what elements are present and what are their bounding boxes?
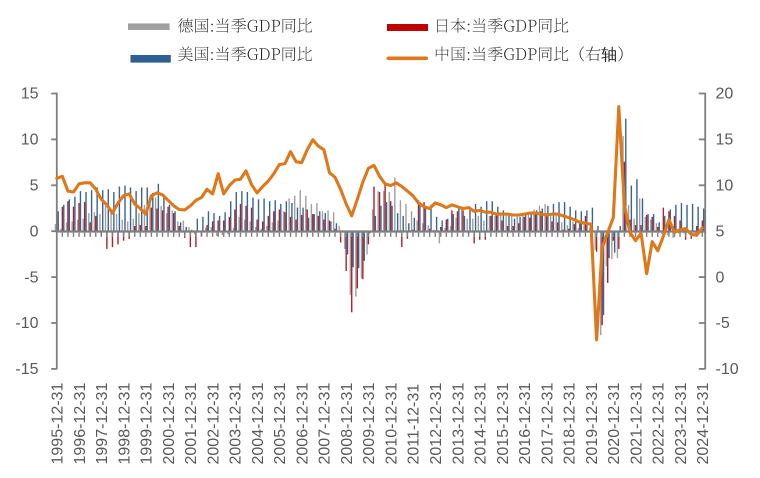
svg-text:1997-12-31: 1997-12-31 — [94, 383, 111, 465]
svg-text:2003-12-31: 2003-12-31 — [228, 383, 245, 465]
svg-text:2008-12-31: 2008-12-31 — [339, 383, 356, 465]
svg-text:5: 5 — [30, 178, 39, 195]
svg-text:-10: -10 — [15, 315, 38, 332]
svg-text:5: 5 — [716, 223, 725, 240]
svg-text:10: 10 — [716, 178, 734, 195]
svg-text:-5: -5 — [716, 315, 730, 332]
svg-text:2002-12-31: 2002-12-31 — [205, 383, 222, 465]
svg-text:-15: -15 — [15, 361, 38, 378]
svg-text:2011-12-31: 2011-12-31 — [406, 384, 423, 465]
svg-text:2020-12-31: 2020-12-31 — [606, 383, 623, 465]
svg-text:1995-12-31: 1995-12-31 — [50, 383, 67, 465]
svg-text:2021-12-31: 2021-12-31 — [628, 383, 645, 465]
svg-text:2009-12-31: 2009-12-31 — [361, 383, 378, 465]
svg-text:1999-12-31: 1999-12-31 — [139, 383, 156, 465]
svg-text:2018-12-31: 2018-12-31 — [562, 383, 579, 465]
svg-text:0: 0 — [716, 269, 725, 286]
svg-text:2019-12-31: 2019-12-31 — [584, 383, 601, 465]
svg-text:2022-12-31: 2022-12-31 — [651, 383, 668, 465]
svg-text:2024-12-31: 2024-12-31 — [695, 383, 712, 465]
svg-text:2005-12-31: 2005-12-31 — [272, 383, 289, 465]
svg-text:2012-12-31: 2012-12-31 — [428, 383, 445, 465]
svg-text:2016-12-31: 2016-12-31 — [517, 383, 534, 465]
svg-text:2017-12-31: 2017-12-31 — [539, 383, 556, 465]
svg-text:-10: -10 — [716, 361, 739, 378]
svg-text:2007-12-31: 2007-12-31 — [317, 383, 334, 465]
svg-text:15: 15 — [716, 132, 734, 149]
svg-text:-5: -5 — [24, 269, 38, 286]
svg-text:2006-12-31: 2006-12-31 — [294, 383, 311, 465]
svg-text:2000-12-31: 2000-12-31 — [161, 383, 178, 465]
svg-text:20: 20 — [716, 86, 734, 103]
svg-text:1998-12-31: 1998-12-31 — [116, 383, 133, 465]
svg-text:2014-12-31: 2014-12-31 — [473, 383, 490, 465]
svg-text:2004-12-31: 2004-12-31 — [250, 383, 267, 465]
svg-text:2013-12-31: 2013-12-31 — [450, 383, 467, 465]
svg-text:2001-12-31: 2001-12-31 — [183, 383, 200, 465]
svg-text:2015-12-31: 2015-12-31 — [495, 383, 512, 465]
svg-text:10: 10 — [21, 132, 39, 149]
svg-text:1996-12-31: 1996-12-31 — [72, 383, 89, 465]
svg-text:2010-12-31: 2010-12-31 — [384, 383, 401, 465]
svg-text:0: 0 — [30, 223, 39, 240]
svg-text:2023-12-31: 2023-12-31 — [673, 383, 690, 465]
svg-text:15: 15 — [21, 86, 39, 103]
